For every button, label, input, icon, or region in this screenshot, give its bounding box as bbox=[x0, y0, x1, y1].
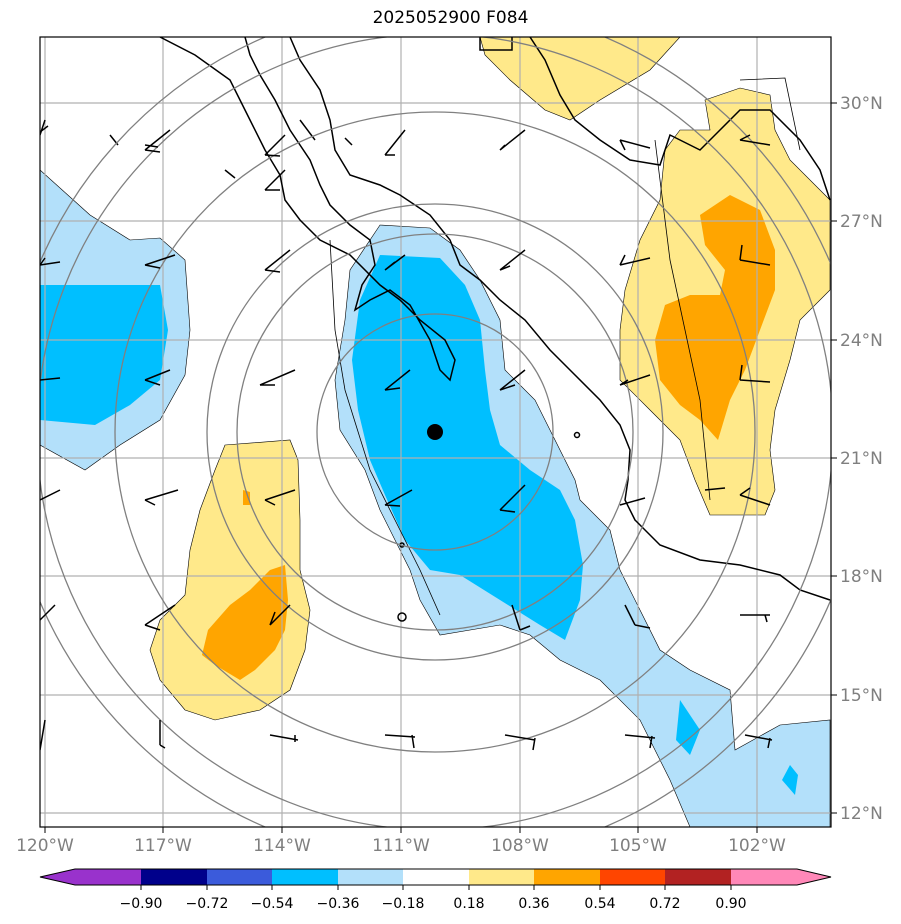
lat-label: 15°N bbox=[840, 686, 883, 706]
map-panel bbox=[40, 37, 831, 827]
colorbar-outline bbox=[39, 868, 832, 886]
wind-barbs bbox=[40, 119, 773, 751]
longitude-labels: 120°W 117°W 114°W 111°W 108°W 105°W 102°… bbox=[16, 836, 786, 856]
colorbar: −0.90 −0.72 −0.54 −0.36 −0.18 0.18 0.36 … bbox=[39, 868, 832, 912]
lat-label: 18°N bbox=[840, 567, 883, 587]
colorbar-swatch bbox=[272, 869, 338, 885]
range-rings bbox=[40, 37, 831, 827]
lon-label: 111°W bbox=[372, 836, 430, 856]
colorbar-tick-label: −0.18 bbox=[382, 896, 425, 912]
land-outlines bbox=[329, 77, 801, 616]
colorbar-swatch bbox=[338, 869, 403, 885]
lat-label: 12°N bbox=[840, 804, 883, 824]
colorbar-tick-label: 0.18 bbox=[453, 896, 484, 912]
colorbar-tick-label: 0.72 bbox=[649, 896, 680, 912]
colorbar-swatch bbox=[141, 869, 207, 885]
lon-label: 102°W bbox=[728, 836, 786, 856]
colorbar-swatch bbox=[534, 869, 600, 885]
lat-label: 27°N bbox=[840, 212, 883, 232]
lon-label: 105°W bbox=[609, 836, 667, 856]
colorbar-tick-label: −0.72 bbox=[186, 896, 229, 912]
storm-center-marker bbox=[427, 424, 443, 440]
colorbar-swatch bbox=[403, 869, 469, 885]
colorbar-tick-label: 0.90 bbox=[715, 896, 746, 912]
colorbar-tick-label: −0.90 bbox=[120, 896, 163, 912]
colorbar-extend-low bbox=[40, 869, 75, 885]
positive-anomaly-mid bbox=[202, 195, 775, 680]
colorbar-swatch bbox=[665, 869, 731, 885]
colorbar-swatch bbox=[600, 869, 665, 885]
lon-label: 114°W bbox=[253, 836, 311, 856]
colorbar-tick-label: 0.36 bbox=[518, 896, 549, 912]
latitude-labels: 30°N 27°N 24°N 21°N 18°N 15°N 12°N bbox=[840, 94, 883, 824]
map-title: 2025052900 F084 bbox=[372, 8, 529, 28]
coastline bbox=[109, 37, 831, 622]
colorbar-tick-label: −0.54 bbox=[251, 896, 294, 912]
lon-label: 117°W bbox=[134, 836, 192, 856]
lon-label: 120°W bbox=[16, 836, 74, 856]
colorbar-swatch bbox=[731, 869, 797, 885]
map-frame bbox=[39, 36, 832, 828]
lat-label: 24°N bbox=[840, 331, 883, 351]
colorbar-swatch bbox=[469, 869, 534, 885]
lon-label: 108°W bbox=[491, 836, 549, 856]
lat-label: 30°N bbox=[840, 94, 883, 114]
graticule bbox=[40, 37, 831, 827]
colorbar-tick-label: 0.54 bbox=[584, 896, 615, 912]
colorbar-swatch bbox=[207, 869, 272, 885]
colorbar-swatch bbox=[75, 869, 141, 885]
negative-anomaly-mid bbox=[40, 255, 798, 795]
colorbar-extend-high bbox=[797, 869, 831, 885]
axis-ticks bbox=[44, 102, 837, 833]
lat-label: 21°N bbox=[840, 449, 883, 469]
colorbar-tick-label: −0.36 bbox=[317, 896, 360, 912]
